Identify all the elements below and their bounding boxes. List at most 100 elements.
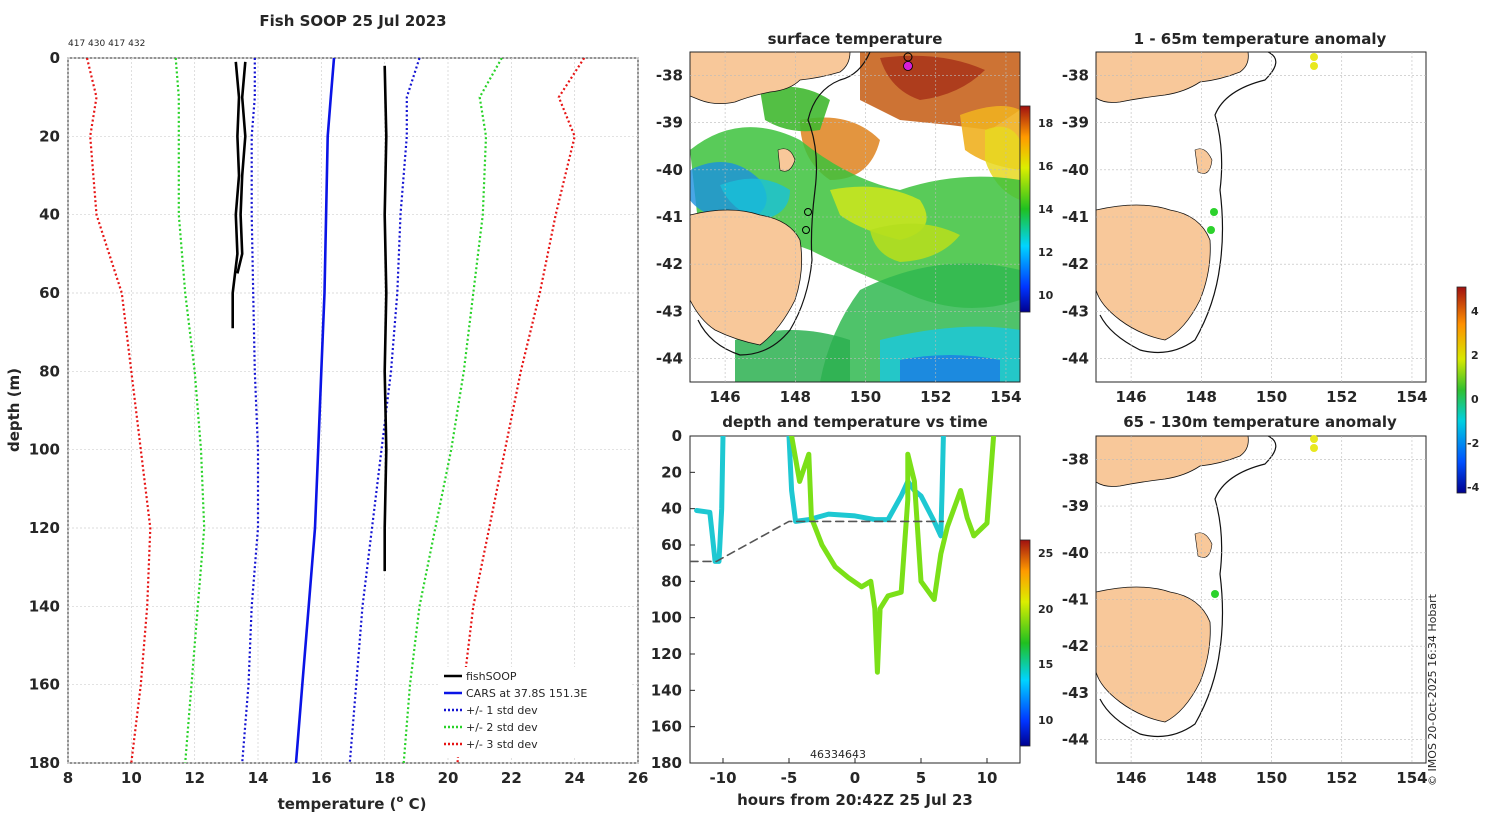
sst-colorbar-tick: 18: [1038, 117, 1053, 130]
x-tick-label: -10: [709, 769, 736, 787]
sst-colorbar-tick: 14: [1038, 203, 1054, 216]
lat-tick-label: -44: [1062, 731, 1089, 749]
x-tick-label: 22: [501, 769, 522, 787]
anomaly-marker: [1310, 62, 1318, 70]
time-series-line: [690, 520, 945, 563]
lat-tick-label: -42: [1062, 637, 1089, 655]
legend-label: +/- 2 std dev: [466, 721, 538, 734]
shelf-contour: [697, 52, 871, 356]
legend-label: +/- 1 std dev: [466, 704, 538, 717]
y-tick-label: 100: [651, 609, 682, 627]
y-tick-label: 120: [651, 645, 682, 663]
lat-tick-label: -43: [1062, 302, 1089, 320]
sst-colorbar: [1019, 105, 1031, 313]
profile-grid: [67, 57, 639, 764]
y-tick-label: 40: [661, 500, 682, 518]
legend-label: CARS at 37.8S 151.3E: [466, 687, 587, 700]
time-series: [690, 436, 997, 675]
profile-series-line: [348, 58, 421, 763]
profile-series-line: [174, 58, 206, 763]
lon-tick-label: 150: [1256, 769, 1287, 787]
anomaly-marker: [1310, 435, 1318, 443]
time-axes-box: [689, 435, 1021, 764]
lat-tick-label: -38: [1062, 67, 1089, 85]
y-tick-label: 180: [29, 754, 60, 772]
profile-series-line: [456, 58, 586, 763]
y-tick-label: 140: [651, 681, 682, 699]
time-cast-ids: 46334643: [810, 748, 866, 761]
lon-tick-label: 150: [1256, 388, 1287, 406]
anomaly-colorbar-tick: 4: [1471, 305, 1479, 318]
y-tick-label: 60: [39, 284, 60, 302]
anomaly-upper-ticks: 146 148 150 152 154 -38 -39 -40 -41 -42 -43 -44: [1062, 52, 1428, 406]
anomaly-upper-title: 1 - 65m temperature anomaly: [1134, 30, 1387, 48]
lat-tick-label: -44: [1062, 349, 1089, 367]
time-panel-title: depth and temperature vs time: [722, 413, 988, 431]
lat-tick-label: -42: [1062, 255, 1089, 273]
lat-tick-label: -42: [656, 255, 683, 273]
profile-x-axis-label: temperature (o C): [278, 794, 427, 813]
lat-tick-label: -41: [656, 208, 683, 226]
x-tick-label: 20: [438, 769, 459, 787]
land-tasmania: [690, 209, 803, 346]
lon-tick-label: 152: [1326, 388, 1357, 406]
time-series-line: [789, 436, 997, 675]
land-tasmania: [1096, 204, 1211, 341]
lat-tick-label: -43: [656, 302, 683, 320]
x-tick-label: 8: [63, 769, 73, 787]
time-series-line: [694, 436, 726, 564]
station-marker: [804, 208, 812, 216]
anomaly-marker: [1207, 226, 1215, 234]
lon-tick-label: 146: [709, 388, 740, 406]
anomaly-colorbar-tick: 0: [1471, 393, 1479, 406]
lat-tick-label: -43: [1062, 684, 1089, 702]
anomaly-colorbar-tick: -4: [1467, 481, 1480, 494]
anomaly-colorbar-tick: 2: [1471, 349, 1479, 362]
anomaly-marker: [1310, 444, 1318, 452]
x-tick-label: -5: [781, 769, 798, 787]
time-panel: depth and temperature vs time -10 -5 0 5 100…: [651, 413, 1054, 809]
y-tick-label: 0: [672, 427, 682, 445]
time-x-axis-label: hours from 20:42Z 25 Jul 23: [737, 791, 973, 809]
y-tick-label: 20: [661, 463, 682, 481]
copyright-label: © IMOS 20-Oct-2025 16:34 Hobart: [1426, 593, 1439, 786]
y-tick-label: 140: [29, 597, 60, 615]
profile-series-line: [383, 65, 388, 572]
anomaly-colorbar: [1456, 286, 1467, 494]
y-tick-label: 40: [39, 206, 60, 224]
lat-tick-label: -39: [1062, 114, 1089, 132]
lat-tick-label: -41: [1062, 208, 1089, 226]
shelf-contour: [1099, 436, 1277, 737]
land-victoria: [1096, 436, 1249, 487]
anomaly-colorbar-group: 4 2 0 -2 -4: [1456, 286, 1480, 494]
y-tick-label: 160: [29, 676, 60, 694]
anomaly-map-upper: 1 - 65m temperature anomaly 146 148 150 152…: [1062, 30, 1428, 406]
lon-tick-label: 152: [920, 388, 951, 406]
lon-tick-label: 154: [1396, 388, 1427, 406]
lon-tick-label: 154: [990, 388, 1021, 406]
land-victoria: [1096, 52, 1249, 103]
x-tick-label: 12: [184, 769, 205, 787]
anomaly-marker: [1210, 208, 1218, 216]
y-tick-label: 0: [50, 49, 60, 67]
time-colorbar: [1019, 539, 1031, 747]
surface-map-title: surface temperature: [768, 30, 943, 48]
legend-label: fishSOOP: [466, 670, 517, 683]
lat-tick-label: -40: [1062, 161, 1089, 179]
profile-cast-ids: 417 430 417 432: [68, 39, 145, 49]
surface-temperature-map: surface temperature: [656, 30, 1054, 406]
lat-tick-label: -40: [656, 161, 683, 179]
lat-tick-label: -41: [1062, 591, 1089, 609]
y-tick-label: 100: [29, 441, 60, 459]
profile-y-axis-label: depth (m): [5, 368, 23, 452]
lon-tick-label: 148: [780, 388, 811, 406]
legend-label: +/- 3 std dev: [466, 738, 538, 751]
sst-colorbar-tick: 12: [1038, 246, 1053, 259]
station-marker: [903, 52, 913, 62]
profile-series-line: [236, 61, 247, 274]
time-series-line: [786, 436, 946, 539]
anomaly-lower-ticks: 146 148 150 152 154 -38 -39 -40 -41 -42 -43 -44: [1062, 436, 1428, 787]
x-tick-label: 5: [916, 769, 926, 787]
sst-colorbar-tick: 16: [1038, 160, 1054, 173]
